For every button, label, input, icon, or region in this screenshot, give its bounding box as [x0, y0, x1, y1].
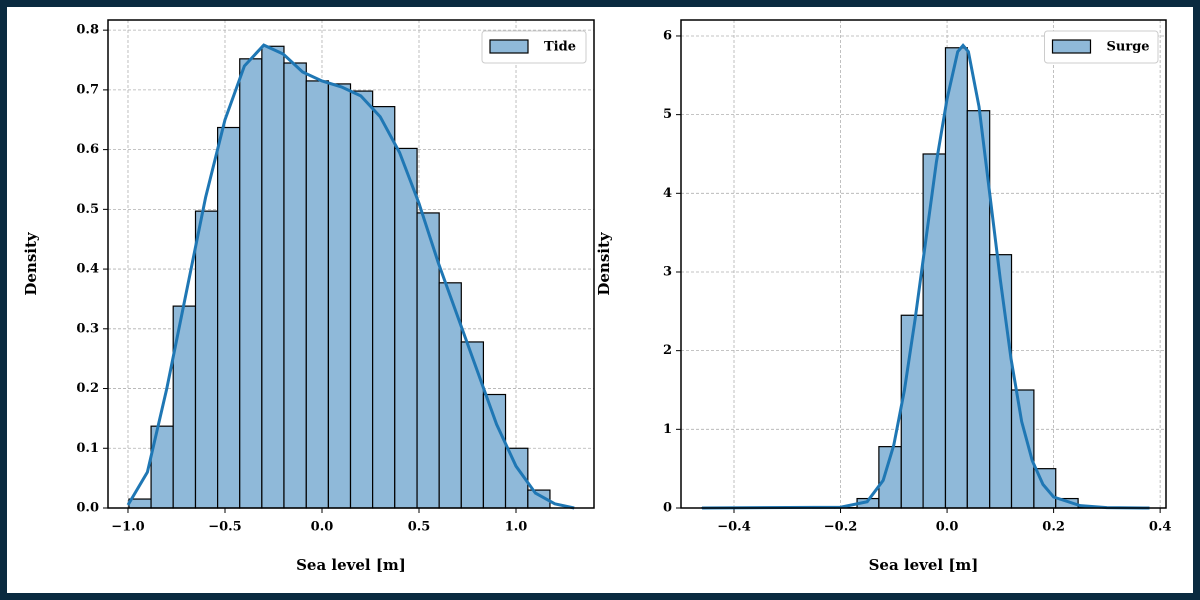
- histogram-bar: [349, 90, 374, 509]
- y-tick-label: 0.8: [76, 23, 99, 38]
- histogram-bar: [460, 341, 485, 509]
- kde-line: [126, 43, 575, 510]
- y-tick-label: 2: [663, 343, 672, 358]
- y-tick-label: 0.0: [76, 501, 99, 516]
- axes-frame: [107, 19, 595, 509]
- x-tick-label: −0.4: [717, 520, 751, 535]
- x-tick-label: 0.5: [408, 520, 431, 535]
- x-tick-label: 0.2: [1042, 520, 1065, 535]
- histogram-bar: [305, 80, 329, 509]
- legend-label: Tide: [544, 40, 576, 55]
- legend-label: Surge: [1107, 40, 1150, 55]
- x-tick-label: −0.2: [824, 520, 858, 535]
- y-tick-label: 0.2: [76, 381, 99, 396]
- y-tick-label: 0: [663, 501, 672, 516]
- y-tick-label: 0.1: [76, 441, 99, 456]
- kde-line: [702, 43, 1150, 510]
- y-tick-label: 0.3: [76, 321, 99, 336]
- x-axis-label: Sea level [m]: [296, 556, 406, 574]
- y-tick-label: 6: [663, 28, 672, 43]
- histogram-bar: [261, 45, 285, 509]
- histogram-bar: [327, 83, 352, 509]
- histogram-bar: [944, 47, 968, 509]
- axes-frame: [680, 19, 1167, 509]
- x-tick-label: 0.0: [311, 520, 334, 535]
- histogram-bar: [922, 153, 947, 509]
- y-tick-label: 4: [663, 186, 672, 201]
- histogram-bar: [239, 58, 263, 509]
- legend-swatch: [489, 39, 529, 54]
- y-tick-label: 0.5: [76, 202, 99, 217]
- y-tick-label: 5: [663, 107, 672, 122]
- histogram-bar: [283, 62, 307, 509]
- y-tick-label: 0.4: [76, 262, 99, 277]
- y-tick-label: 1: [663, 422, 672, 437]
- histogram-bar: [194, 210, 219, 509]
- y-tick-label: 0.6: [76, 142, 99, 157]
- y-axis-label: Density: [22, 231, 40, 296]
- y-tick-label: 3: [663, 264, 672, 279]
- x-tick-label: −0.5: [208, 520, 242, 535]
- x-tick-label: 0.4: [1149, 520, 1172, 535]
- histogram-bar: [394, 147, 418, 509]
- legend-box: [481, 30, 587, 64]
- histogram-bar: [217, 126, 241, 509]
- y-tick-label: 0.7: [76, 82, 99, 97]
- x-tick-label: 0.0: [936, 520, 959, 535]
- histogram-bar: [482, 393, 507, 509]
- x-tick-label: −1.0: [111, 520, 145, 535]
- x-axis-label: Sea level [m]: [869, 556, 979, 574]
- legend-box: [1044, 30, 1159, 64]
- x-tick-label: 1.0: [505, 520, 528, 535]
- y-axis-label: Density: [595, 231, 613, 296]
- legend-swatch: [1051, 39, 1092, 54]
- histogram-bar: [372, 106, 396, 509]
